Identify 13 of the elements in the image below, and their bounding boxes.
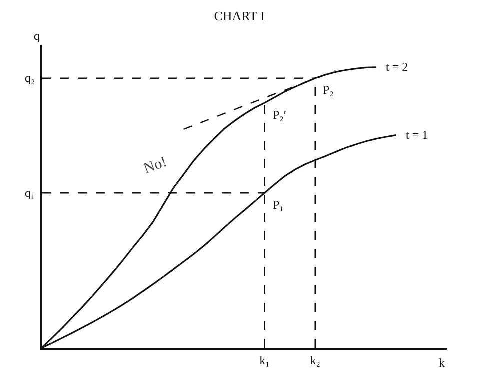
x-axis-title: k <box>439 356 445 370</box>
chart-title: CHART I <box>214 8 265 24</box>
series-label: t = 2 <box>386 60 408 74</box>
series-label: t = 1 <box>406 128 428 142</box>
annotation: P₂ <box>323 83 334 97</box>
y-axis-title: q <box>34 29 40 43</box>
series-label: q₁ <box>25 186 36 200</box>
annotation: P₁ <box>273 198 284 212</box>
annotation: P₂′ <box>273 108 287 122</box>
x-tick-label: k₁ <box>260 353 270 368</box>
x-tick-label: k₂ <box>310 353 320 368</box>
series-label: q₂ <box>25 71 36 85</box>
annotation: No! <box>142 154 170 178</box>
